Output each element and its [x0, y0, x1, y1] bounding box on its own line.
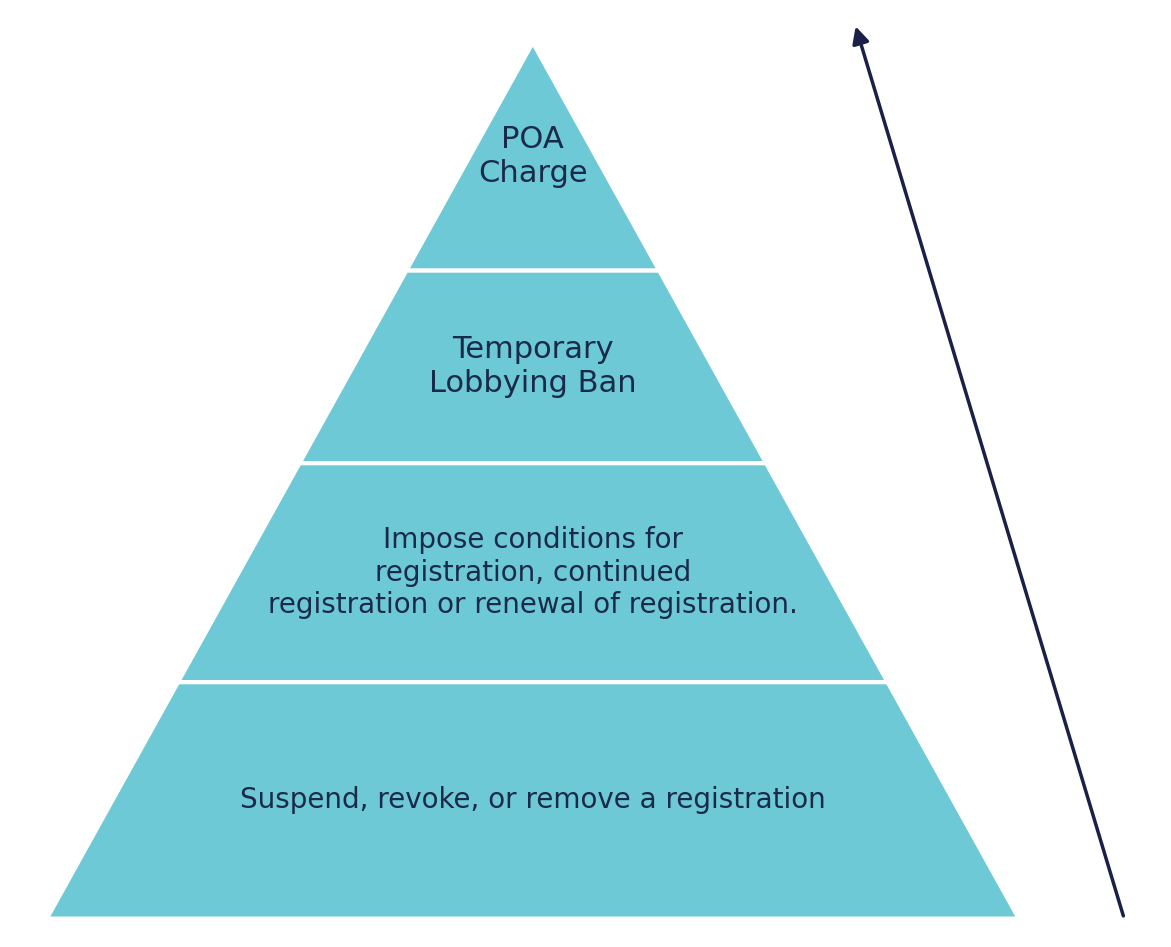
Polygon shape — [300, 271, 766, 463]
Text: Temporary
Lobbying Ban: Temporary Lobbying Ban — [429, 335, 637, 398]
Text: POA
Charge: POA Charge — [478, 125, 588, 188]
Polygon shape — [178, 463, 888, 682]
Text: Impose conditions for
registration, continued
registration or renewal of registr: Impose conditions for registration, cont… — [268, 527, 797, 619]
Polygon shape — [47, 682, 1019, 919]
Polygon shape — [406, 43, 659, 271]
Text: Suspend, revoke, or remove a registration: Suspend, revoke, or remove a registratio… — [240, 786, 826, 814]
